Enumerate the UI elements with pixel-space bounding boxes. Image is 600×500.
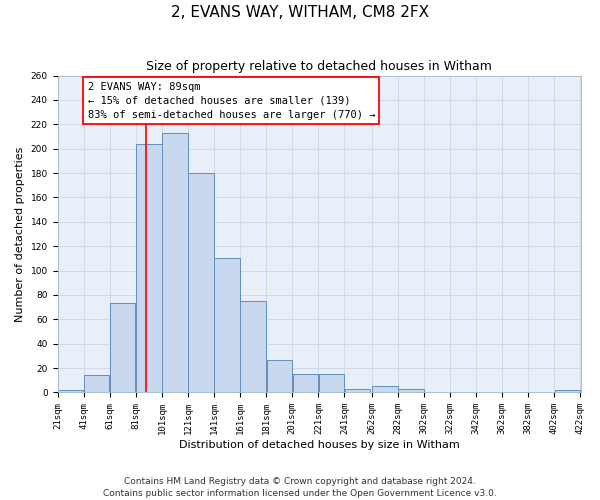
Bar xyxy=(266,360,292,392)
Bar xyxy=(110,304,136,392)
Bar xyxy=(241,301,266,392)
X-axis label: Distribution of detached houses by size in Witham: Distribution of detached houses by size … xyxy=(179,440,460,450)
Bar xyxy=(319,374,344,392)
Text: 2 EVANS WAY: 89sqm
← 15% of detached houses are smaller (139)
83% of semi-detach: 2 EVANS WAY: 89sqm ← 15% of detached hou… xyxy=(88,82,375,120)
Title: Size of property relative to detached houses in Witham: Size of property relative to detached ho… xyxy=(146,60,492,73)
Text: 2, EVANS WAY, WITHAM, CM8 2FX: 2, EVANS WAY, WITHAM, CM8 2FX xyxy=(171,5,429,20)
Bar xyxy=(555,390,580,392)
Bar xyxy=(293,374,318,392)
Bar xyxy=(136,144,161,392)
Bar xyxy=(214,258,240,392)
Bar xyxy=(84,376,109,392)
Bar xyxy=(188,173,214,392)
Bar xyxy=(58,390,83,392)
Bar xyxy=(398,389,424,392)
Bar xyxy=(162,133,188,392)
Bar xyxy=(372,386,398,392)
Text: Contains HM Land Registry data © Crown copyright and database right 2024.
Contai: Contains HM Land Registry data © Crown c… xyxy=(103,476,497,498)
Bar xyxy=(345,389,370,392)
Y-axis label: Number of detached properties: Number of detached properties xyxy=(15,146,25,322)
